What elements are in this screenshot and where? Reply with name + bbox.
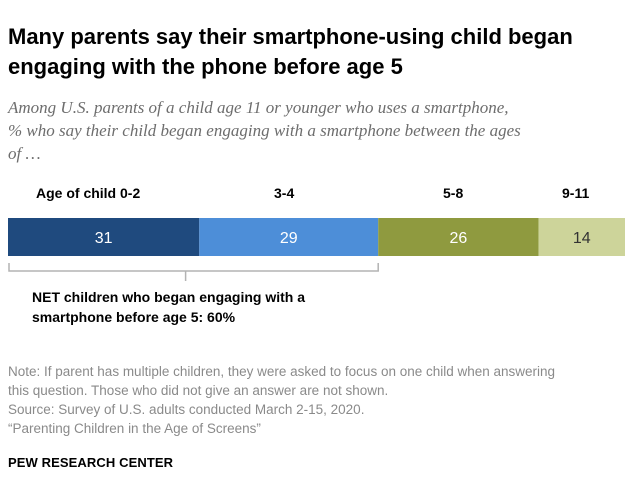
bar-segment-0-2: [8, 218, 200, 256]
net-label: NET children who began engaging with a s…: [32, 287, 372, 327]
chart-title-line-2: engaging with the phone before age 5: [8, 54, 403, 79]
category-label-9-11: 9-11: [562, 185, 590, 201]
net-label-line-2: smartphone before age 5: 60%: [32, 309, 236, 325]
bar-value-label-9-11: 14: [573, 230, 591, 247]
report-title-line: “Parenting Children in the Age of Screen…: [8, 421, 261, 436]
chart-subtitle-line-2: % who say their child began engaging wit…: [8, 121, 521, 140]
stacked-bar-chart: 31 29 26 14: [8, 218, 625, 281]
pew-research-center-logo: PEW RESEARCH CENTER: [8, 455, 174, 470]
chart-subtitle: Among U.S. parents of a child age 11 or …: [8, 96, 636, 165]
bar-value-label-5-8: 26: [450, 230, 468, 247]
chart-subtitle-line-3: of …: [8, 144, 41, 163]
note-line-2: this question. Those who did not give an…: [8, 383, 389, 398]
chart-notes: Note: If parent has multiple children, t…: [8, 362, 636, 438]
category-label-5-8: 5-8: [443, 185, 464, 201]
source-line: Source: Survey of U.S. adults conducted …: [8, 402, 365, 417]
bar-segment-9-11: [538, 218, 625, 256]
category-label-0-2: Age of child 0-2: [36, 185, 141, 201]
bar-value-label-0-2: 31: [95, 230, 113, 247]
chart-subtitle-line-1: Among U.S. parents of a child age 11 or …: [8, 98, 509, 117]
net-bracket: [8, 263, 379, 281]
bar-segment-3-4: [199, 218, 379, 256]
bar-value-label-3-4: 29: [280, 230, 298, 247]
note-line-1: Note: If parent has multiple children, t…: [8, 364, 556, 379]
category-label-3-4: 3-4: [274, 185, 295, 201]
bar-segment-5-8: [378, 218, 539, 256]
chart-title: Many parents say their smartphone-using …: [8, 22, 632, 82]
chart-title-line-1: Many parents say their smartphone-using …: [8, 24, 573, 49]
net-label-line-1: NET children who began engaging with a: [32, 289, 306, 305]
